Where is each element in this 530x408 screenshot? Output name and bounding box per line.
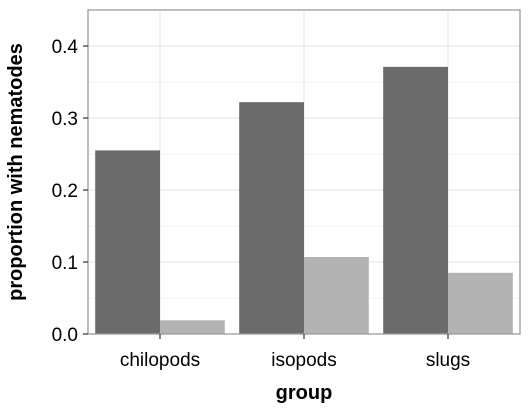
axes: 0.0 0.1 0.2 0.3 0.4 chilopods isopods slugs xyxy=(52,37,471,371)
bar-chilopods-series-1 xyxy=(95,150,160,334)
bar-isopods-series-2 xyxy=(304,256,369,334)
x-axis-title: group xyxy=(276,382,333,404)
y-axis-title: proportion with nematodes xyxy=(5,43,27,301)
bar-slugs-series-2 xyxy=(448,272,513,334)
y-tick-label: 0.1 xyxy=(52,253,78,274)
bar-slugs-series-1 xyxy=(383,66,448,334)
y-tick-label: 0.0 xyxy=(52,325,78,346)
y-tick-label: 0.4 xyxy=(52,37,79,58)
x-tick-label-slugs: slugs xyxy=(426,350,470,371)
bar-isopods-series-1 xyxy=(239,102,304,334)
bars xyxy=(95,66,513,334)
bar-chilopods-series-2 xyxy=(160,320,225,334)
x-tick-label-isopods: isopods xyxy=(271,350,337,371)
y-tick-label: 0.2 xyxy=(52,181,78,202)
x-tick-label-chilopods: chilopods xyxy=(120,350,200,371)
y-tick-label: 0.3 xyxy=(52,109,78,130)
